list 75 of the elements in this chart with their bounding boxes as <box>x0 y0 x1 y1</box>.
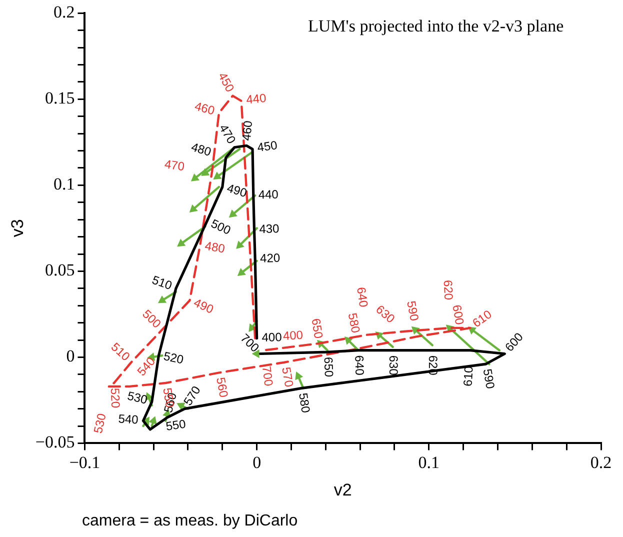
annotation: 510 <box>150 272 174 293</box>
annotation: 620 <box>440 280 456 301</box>
annotation: 600 <box>502 330 526 354</box>
annotation: 570 <box>278 366 296 388</box>
annotation: 520 <box>162 349 186 367</box>
y-tick-label: 0.1 <box>53 174 75 194</box>
annotation: 640 <box>354 286 371 308</box>
annotation: 440 <box>258 187 279 202</box>
x-tick-label: 0.2 <box>590 452 612 472</box>
point <box>189 204 198 213</box>
annotation: 420 <box>260 250 281 266</box>
annotation: 700 <box>238 330 262 356</box>
y-tick-label: 0.2 <box>53 2 75 22</box>
point <box>148 416 157 425</box>
text: camera = as meas. by DiCarlo <box>82 512 298 530</box>
annotation: 500 <box>208 216 234 238</box>
y-tick-label: 0.15 <box>44 88 75 108</box>
point <box>236 240 244 249</box>
annotation: 650 <box>308 318 326 340</box>
annotation: 490 <box>225 180 249 200</box>
x-axis-title: v2 <box>334 480 352 500</box>
point <box>228 210 238 218</box>
annotation: 630 <box>386 355 400 376</box>
annotation: 440 <box>246 90 268 107</box>
annotation: 610 <box>470 306 495 330</box>
annotation: 580 <box>345 312 363 334</box>
annotation: 480 <box>190 140 214 160</box>
annotation: 470 <box>216 122 239 146</box>
annotation: 540 <box>134 354 158 379</box>
annotation: 460 <box>239 120 256 142</box>
point <box>190 173 200 182</box>
y-tick-label: 0.05 <box>44 260 75 280</box>
annotation: 460 <box>193 98 216 118</box>
annotation: 400 <box>262 330 282 344</box>
point <box>411 326 420 335</box>
annotation: 400 <box>282 328 304 343</box>
annotation: 560 <box>214 376 231 399</box>
point <box>158 295 167 304</box>
annotation: 650 <box>321 356 336 378</box>
annotation: 510 <box>108 340 133 364</box>
y-tick-label: 0 <box>66 346 75 366</box>
annotation: 610 <box>460 366 476 387</box>
annotation: 530 <box>126 388 150 407</box>
annotation: 640 <box>352 355 367 376</box>
annotation: 570 <box>180 383 204 408</box>
chart-title: LUM's projected into the v2-v3 plane <box>308 16 564 36</box>
point <box>213 172 222 180</box>
annotation: 470 <box>164 157 186 174</box>
x-tick-label: 0 <box>252 452 262 472</box>
annotation: 700 <box>259 365 276 388</box>
annotation: 630 <box>373 302 398 326</box>
annotation: 430 <box>259 222 280 236</box>
annotation: 480 <box>204 238 226 256</box>
annotation: 500 <box>140 306 164 332</box>
annotation: 590 <box>480 368 498 390</box>
y-axis-title: v3 <box>8 219 27 238</box>
point <box>237 268 246 276</box>
annotation: 450 <box>256 138 278 155</box>
annotation: 600 <box>450 304 467 326</box>
x-tick-label: −0.1 <box>69 452 100 472</box>
point <box>176 402 186 410</box>
y-tick-label: −0.05 <box>35 432 75 452</box>
annotation: 580 <box>296 392 313 414</box>
annotation: 540 <box>118 412 140 427</box>
annotation: 450 <box>215 70 238 95</box>
annotation: 490 <box>192 295 216 317</box>
point <box>201 168 210 176</box>
annotation: 550 <box>164 416 187 434</box>
annotation: 590 <box>404 300 422 322</box>
point <box>177 238 186 247</box>
annotation: 530 <box>90 412 109 435</box>
point <box>295 372 304 380</box>
point <box>344 336 353 345</box>
x-tick-label: 0.1 <box>418 452 440 472</box>
annotation: 520 <box>108 388 123 409</box>
